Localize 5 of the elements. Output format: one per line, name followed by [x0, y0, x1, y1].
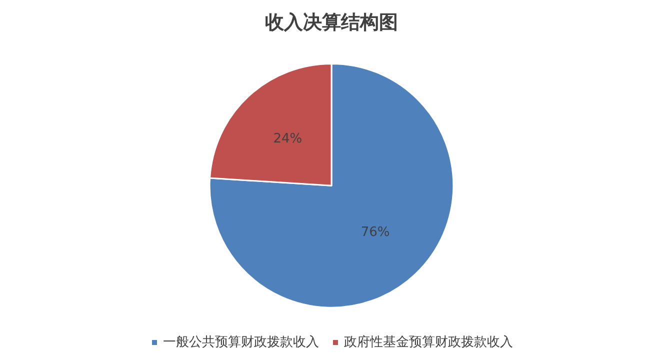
legend-label: 一般公共预算财政拨款收入: [163, 335, 319, 350]
chart-title: 收入决算结构图: [265, 12, 398, 34]
legend-label: 政府性基金预算财政拨款收入: [344, 334, 513, 350]
data-label: 76%: [360, 224, 390, 240]
data-label: 24%: [273, 132, 302, 147]
